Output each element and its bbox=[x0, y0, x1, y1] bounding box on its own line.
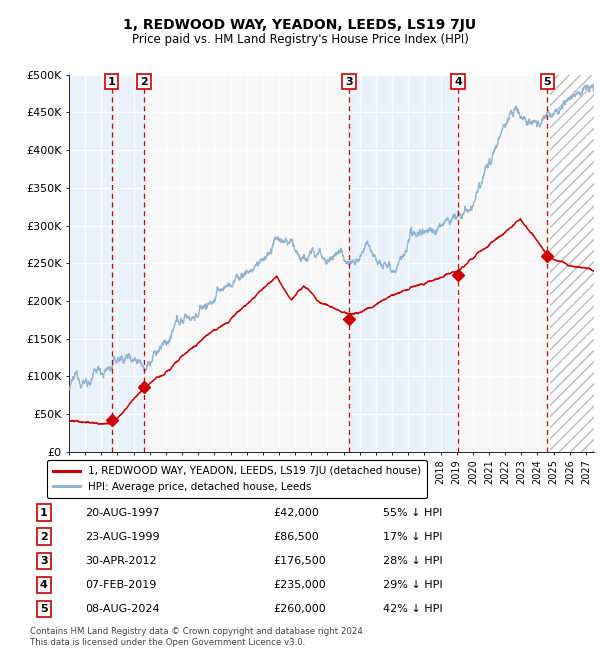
Text: 4: 4 bbox=[454, 77, 462, 86]
Text: 29% ↓ HPI: 29% ↓ HPI bbox=[383, 580, 443, 590]
Text: £260,000: £260,000 bbox=[273, 604, 326, 614]
Text: 30-APR-2012: 30-APR-2012 bbox=[85, 556, 157, 566]
Text: Price paid vs. HM Land Registry's House Price Index (HPI): Price paid vs. HM Land Registry's House … bbox=[131, 32, 469, 46]
Bar bbox=[69, 75, 112, 452]
Text: £86,500: £86,500 bbox=[273, 532, 319, 541]
Text: 42% ↓ HPI: 42% ↓ HPI bbox=[383, 604, 443, 614]
Text: 08-AUG-2024: 08-AUG-2024 bbox=[85, 604, 160, 614]
Text: 20-AUG-1997: 20-AUG-1997 bbox=[85, 508, 160, 517]
Text: 1: 1 bbox=[40, 508, 47, 517]
Bar bbox=[349, 75, 458, 452]
Legend: 1, REDWOOD WAY, YEADON, LEEDS, LS19 7JU (detached house), HPI: Average price, de: 1, REDWOOD WAY, YEADON, LEEDS, LS19 7JU … bbox=[47, 460, 427, 498]
Text: 2: 2 bbox=[140, 77, 148, 86]
Text: 4: 4 bbox=[40, 580, 48, 590]
Text: 1: 1 bbox=[108, 77, 116, 86]
Text: 5: 5 bbox=[40, 604, 47, 614]
Text: £176,500: £176,500 bbox=[273, 556, 326, 566]
Bar bbox=[550, 75, 594, 452]
Text: 23-AUG-1999: 23-AUG-1999 bbox=[85, 532, 160, 541]
Text: £235,000: £235,000 bbox=[273, 580, 326, 590]
Bar bbox=[112, 75, 144, 452]
Text: 17% ↓ HPI: 17% ↓ HPI bbox=[383, 532, 443, 541]
Text: Contains HM Land Registry data © Crown copyright and database right 2024.
This d: Contains HM Land Registry data © Crown c… bbox=[30, 627, 365, 647]
Bar bbox=[550, 75, 594, 452]
Text: 55% ↓ HPI: 55% ↓ HPI bbox=[383, 508, 443, 517]
Text: 07-FEB-2019: 07-FEB-2019 bbox=[85, 580, 157, 590]
Text: 3: 3 bbox=[345, 77, 353, 86]
Text: £42,000: £42,000 bbox=[273, 508, 319, 517]
Text: 1, REDWOOD WAY, YEADON, LEEDS, LS19 7JU: 1, REDWOOD WAY, YEADON, LEEDS, LS19 7JU bbox=[124, 18, 476, 32]
Text: 5: 5 bbox=[544, 77, 551, 86]
Text: 2: 2 bbox=[40, 532, 47, 541]
Text: 28% ↓ HPI: 28% ↓ HPI bbox=[383, 556, 443, 566]
Text: 3: 3 bbox=[40, 556, 47, 566]
